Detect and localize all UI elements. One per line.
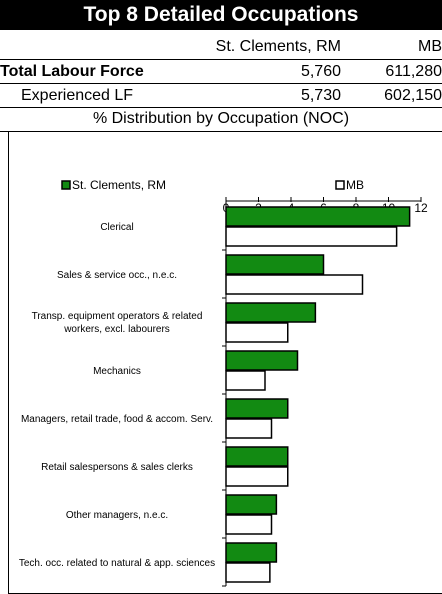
legend-swatch bbox=[335, 180, 345, 190]
cell: 611,280 bbox=[385, 63, 442, 80]
category-label: Retail salespersons & sales clerks bbox=[41, 461, 193, 473]
legend-swatch bbox=[61, 180, 71, 190]
cell: 602,150 bbox=[384, 87, 442, 104]
column-header: MB bbox=[418, 38, 442, 55]
legend-label: MB bbox=[346, 178, 364, 192]
row-label: Total Labour Force bbox=[0, 63, 144, 80]
column-header: St. Clements, RM bbox=[215, 38, 341, 55]
rule bbox=[0, 83, 442, 84]
bar bbox=[225, 254, 325, 275]
row-label: Experienced LF bbox=[21, 87, 134, 104]
bar bbox=[225, 226, 398, 247]
bar bbox=[225, 398, 289, 419]
rule bbox=[0, 59, 442, 60]
bar bbox=[225, 302, 317, 323]
category-label: Managers, retail trade, food & accom. Se… bbox=[20, 413, 214, 425]
bar bbox=[225, 206, 411, 227]
cell: 5,760 bbox=[300, 63, 341, 80]
legend-label: St. Clements, RM bbox=[72, 178, 166, 192]
category-label: Sales & service occ., n.e.c. bbox=[56, 269, 178, 281]
title: Top 8 Detailed Occupations bbox=[0, 0, 442, 30]
category-label: Tech. occ. related to natural & app. sci… bbox=[18, 557, 216, 569]
bar bbox=[225, 322, 289, 343]
bar bbox=[225, 446, 289, 467]
bar bbox=[225, 514, 273, 535]
section-title: % Distribution by Occupation (NOC) bbox=[92, 110, 350, 127]
bar bbox=[225, 542, 278, 563]
x-tick-label: 12 bbox=[414, 201, 428, 215]
rule bbox=[0, 131, 442, 132]
bar bbox=[225, 418, 273, 439]
cell: 5,730 bbox=[300, 87, 341, 104]
bar bbox=[225, 370, 266, 391]
bar bbox=[225, 350, 299, 371]
bar bbox=[225, 274, 364, 295]
category-label: Mechanics bbox=[93, 365, 141, 377]
bar bbox=[225, 494, 278, 515]
bar bbox=[225, 562, 271, 583]
rule bbox=[0, 107, 442, 108]
bar bbox=[225, 466, 289, 487]
chart-border bbox=[8, 131, 9, 594]
category-label: Other managers, n.e.c. bbox=[65, 509, 169, 521]
category-label: Transp. equipment operators & related wo… bbox=[31, 311, 203, 335]
category-label: Clerical bbox=[100, 221, 134, 233]
